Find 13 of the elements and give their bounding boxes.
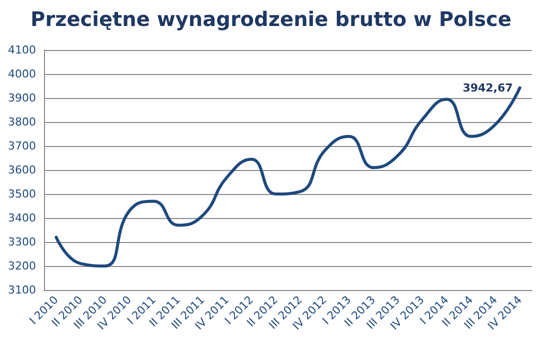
y-tick-label: 3600 [8,164,36,176]
y-tick-label: 3400 [8,212,36,224]
y-tick-label: 3700 [8,140,36,152]
y-tick-label: 3900 [8,92,36,104]
chart-title: Przeciętne wynagrodzenie brutto w Polsce [30,7,512,31]
y-tick-label: 3100 [8,284,36,296]
y-tick-label: 4000 [8,68,36,80]
y-tick-label: 4100 [8,44,36,56]
y-tick-label: 3800 [8,116,36,128]
y-tick-label: 3300 [8,236,36,248]
y-tick-label: 3200 [8,260,36,272]
data-label: 3942,67 [462,81,513,94]
y-tick-label: 3500 [8,188,36,200]
